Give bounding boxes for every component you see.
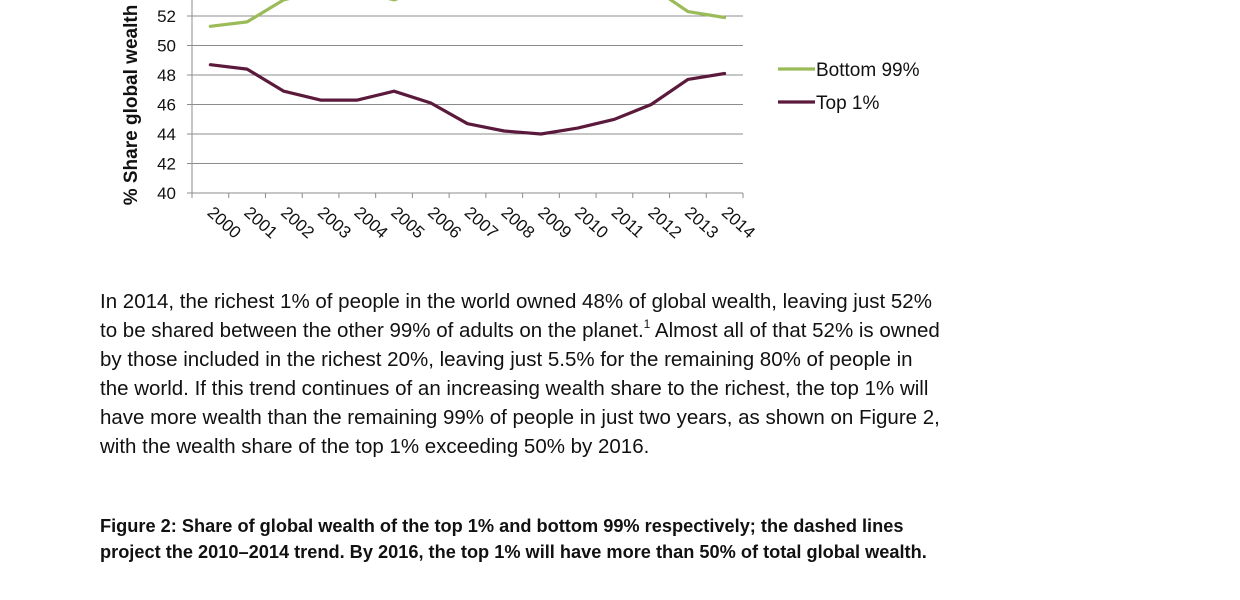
y-tick-label: 40 (157, 184, 176, 203)
x-tick-label: 2001 (240, 203, 281, 242)
x-tick-label: 2011 (608, 203, 648, 242)
x-tick-label: 2010 (571, 203, 612, 242)
legend: Bottom 99% Top 1% (778, 60, 920, 114)
body-text-part1: In 2014, the richest 1% of people in the… (100, 290, 932, 342)
axes (187, 0, 744, 198)
series-lines (208, 0, 727, 136)
y-axis-label: % Share global wealth (121, 5, 142, 206)
x-tick-label: 2012 (644, 203, 685, 242)
figure-caption: Figure 2: Share of global wealth of the … (100, 516, 927, 562)
y-tick-label: 46 (157, 96, 176, 115)
x-tick-label: 2005 (387, 203, 428, 242)
x-tick-label: 2002 (277, 203, 318, 242)
x-tick-label: 2004 (351, 203, 392, 242)
x-tick-label: 2003 (314, 203, 355, 242)
footnote-ref[interactable]: 1 (643, 317, 651, 331)
y-tick-label: 44 (157, 125, 176, 144)
x-tick-label: 2007 (461, 203, 502, 242)
y-tick-label: 52 (157, 7, 176, 26)
x-tick-label: 2000 (204, 203, 245, 242)
y-tick-labels: 40 42 44 46 48 50 52 (157, 7, 176, 203)
x-tick-label: 2013 (681, 203, 722, 242)
y-tick-label: 50 (157, 37, 176, 56)
x-tick-label: 2006 (424, 203, 465, 242)
series-line-bottom-99 (208, 0, 727, 28)
y-tick-label: 42 (157, 155, 176, 174)
body-paragraph: In 2014, the richest 1% of people in the… (100, 287, 940, 461)
y-tick-label: 48 (157, 66, 176, 85)
gridlines (192, 15, 743, 164)
x-tick-label: 2008 (498, 203, 539, 242)
x-tick-label: 2014 (718, 203, 759, 242)
legend-label: Top 1% (816, 93, 879, 114)
legend-label: Bottom 99% (816, 60, 920, 81)
x-tick-label: 2009 (534, 203, 575, 242)
body-text-part2: Almost all of that 52% is owned by those… (100, 319, 940, 458)
x-tick-labels: 2000200120022003200420052006200720082009… (204, 203, 759, 242)
